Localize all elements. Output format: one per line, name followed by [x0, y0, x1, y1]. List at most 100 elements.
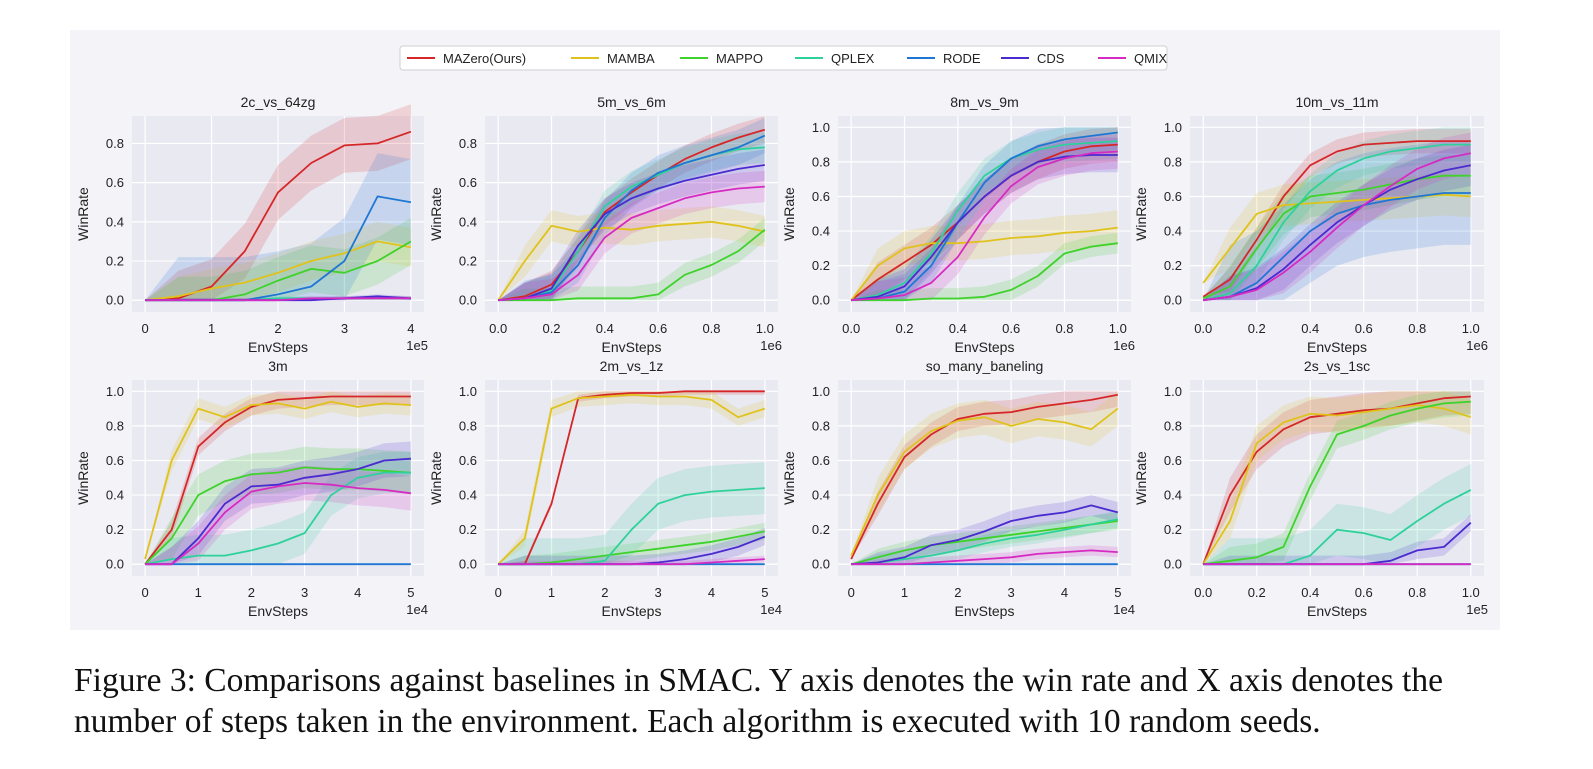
y-tick-label: 0.4 — [459, 488, 477, 503]
subplot-title: 2c_vs_64zg — [241, 94, 316, 110]
y-tick-label: 0.2 — [459, 522, 477, 537]
legend-label: QPLEX — [831, 51, 875, 66]
y-axis-label: WinRate — [75, 187, 91, 241]
x-tick-label: 0.6 — [649, 321, 667, 336]
confidence-band — [145, 465, 411, 565]
x-tick-label: 0.0 — [1194, 585, 1212, 600]
x-tick-label: 0.2 — [1248, 585, 1266, 600]
series-line — [1203, 152, 1471, 302]
confidence-band — [1203, 127, 1471, 301]
confidence-band — [851, 210, 1118, 301]
x-tick-label: 0.0 — [489, 321, 507, 336]
subplot: 0.0 0.2 0.4 0.6 0.8 1.0 0.0 0.2 0.4 0.6 0.8 1.0 8m_v… — [781, 94, 1135, 355]
series-line — [851, 140, 1118, 302]
series-line — [1202, 143, 1471, 302]
series-line — [1203, 164, 1471, 302]
series-line — [498, 185, 765, 302]
x-tick-label: 1.0 — [1462, 321, 1480, 336]
y-tick-label: 0.0 — [459, 293, 477, 308]
x-tick-label: 0.8 — [1408, 585, 1426, 600]
smac-figure: MAZero(Ours) MAMBA MAPPO QPLEX RODE CDS QMIX 0… — [70, 30, 1500, 630]
subplot-title: so_many_baneling — [926, 358, 1044, 374]
series-line — [1203, 400, 1471, 566]
confidence-band — [145, 217, 411, 301]
y-tick-label: 0.2 — [812, 258, 830, 273]
x-tick-label: 0 — [495, 585, 502, 600]
x-axis-label: EnvSteps — [602, 603, 662, 619]
subplot-title: 3m — [268, 358, 287, 374]
y-tick-label: 0.6 — [459, 175, 477, 190]
confidence-band — [1203, 514, 1471, 565]
y-tick-label: 0.0 — [106, 557, 124, 572]
series-line — [144, 395, 411, 565]
x-tick-label: 0.4 — [1301, 321, 1319, 336]
series-line — [498, 164, 765, 302]
x-tick-label: 0.4 — [1301, 585, 1319, 600]
series-line — [498, 558, 765, 566]
subplot-title: 5m_vs_6m — [597, 94, 665, 110]
confidence-band — [145, 446, 411, 565]
series-line — [144, 471, 411, 566]
y-tick-label: 0.2 — [812, 522, 830, 537]
y-tick-label: 0.4 — [812, 224, 830, 239]
subplot-title: 10m_vs_11m — [1295, 94, 1378, 110]
x-tick-label: 4 — [1061, 585, 1068, 600]
subplot-title: 8m_vs_9m — [950, 94, 1018, 110]
y-tick-label: 1.0 — [1164, 120, 1182, 135]
legend-label: MAMBA — [607, 51, 655, 66]
confidence-band — [851, 391, 1118, 556]
x-tick-label: 2 — [274, 321, 281, 336]
confidence-band — [498, 116, 765, 301]
y-tick-label: 0.2 — [459, 254, 477, 269]
subplot: 0.0 0.2 0.4 0.6 0.8 1.0 0 1 2 3 4 5 so_many_baneling… — [781, 358, 1135, 619]
x-axis-label: EnvSteps — [955, 603, 1015, 619]
x-axis-label: EnvSteps — [248, 603, 308, 619]
confidence-band — [1203, 391, 1471, 565]
x-tick-label: 0.2 — [895, 321, 913, 336]
legend-entry: CDS — [1001, 51, 1065, 66]
y-tick-label: 0.8 — [106, 136, 124, 151]
x-axis-label: EnvSteps — [248, 339, 308, 355]
plot-area — [1190, 380, 1484, 576]
y-tick-label: 0.8 — [812, 154, 830, 169]
x-tick-label: 2 — [954, 585, 961, 600]
y-tick-label: 0.4 — [459, 214, 477, 229]
x-tick-label: 0.6 — [1002, 321, 1020, 336]
x-tick-label: 0 — [142, 321, 149, 336]
series-line — [498, 128, 766, 302]
y-tick-label: 0.0 — [459, 557, 477, 572]
y-tick-label: 0.2 — [106, 254, 124, 269]
series-line — [144, 466, 411, 565]
y-tick-label: 0.8 — [812, 418, 830, 433]
x-axis-multiplier: 1e4 — [760, 602, 782, 617]
x-tick-label: 1 — [548, 585, 555, 600]
confidence-band — [145, 451, 411, 565]
subplot: 0.0 0.2 0.4 0.6 0.8 1.0 0 1 2 3 4 5 2m_vs_1z EnvSteps… — [428, 358, 782, 619]
y-tick-label: 0.4 — [812, 488, 830, 503]
series-line — [144, 240, 412, 302]
confidence-band — [851, 127, 1118, 301]
confidence-band — [498, 206, 765, 301]
subplot: 0.0 0.2 0.4 0.6 0.8 0 1 2 3 4 2c_vs_64zg EnvSteps Wi… — [75, 94, 428, 355]
y-axis-label: WinRate — [428, 451, 444, 505]
series-line — [1203, 192, 1471, 302]
x-tick-label: 4 — [407, 321, 414, 336]
x-axis-label: EnvSteps — [1307, 603, 1367, 619]
confidence-band — [145, 296, 411, 301]
confidence-band — [145, 221, 411, 301]
x-tick-label: 1 — [901, 585, 908, 600]
x-tick-label: 0.4 — [596, 321, 614, 336]
y-axis-label: WinRate — [428, 187, 444, 241]
x-tick-label: 2 — [248, 585, 255, 600]
series-line — [1202, 174, 1471, 300]
y-tick-label: 0.8 — [1164, 418, 1182, 433]
confidence-band — [1203, 463, 1471, 565]
x-axis-multiplier: 1e6 — [1466, 338, 1488, 353]
y-tick-label: 0.6 — [812, 189, 830, 204]
x-axis-label: EnvSteps — [1307, 339, 1367, 355]
series-line — [851, 518, 1118, 566]
y-tick-label: 0.6 — [106, 175, 124, 190]
series-line — [851, 242, 1118, 302]
x-tick-label: 4 — [708, 585, 715, 600]
series-line — [497, 220, 765, 301]
